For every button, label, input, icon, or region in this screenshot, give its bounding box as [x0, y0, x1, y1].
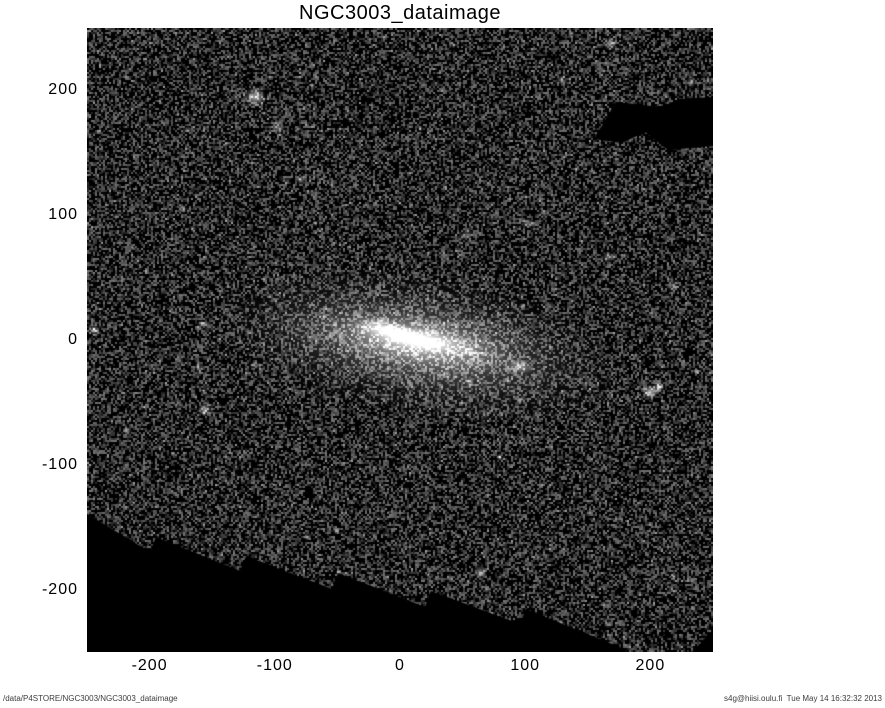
galaxy-data-image-canvas [87, 28, 713, 652]
y-tick-label: -100 [41, 455, 78, 473]
x-tick-label: 200 [635, 657, 666, 674]
y-tick-label: 100 [48, 206, 78, 224]
y-tick-label: 0 [68, 331, 78, 348]
x-tick-label: -100 [256, 657, 293, 674]
x-tick-label: 100 [510, 657, 541, 674]
footer-file-path: /data/P4STORE/NGC3003/NGC3003_dataimage [3, 694, 178, 703]
plot-area [87, 28, 713, 652]
x-tick-label: 0 [395, 657, 405, 674]
y-tick-label: 200 [48, 81, 78, 99]
footer-user-timestamp: s4g@hiisi.oulu.fi Tue May 14 16:32:32 20… [724, 694, 882, 703]
x-tick-label: -200 [131, 657, 168, 674]
plot-title: NGC3003_dataimage [299, 2, 501, 24]
y-tick-label: -200 [41, 580, 78, 598]
